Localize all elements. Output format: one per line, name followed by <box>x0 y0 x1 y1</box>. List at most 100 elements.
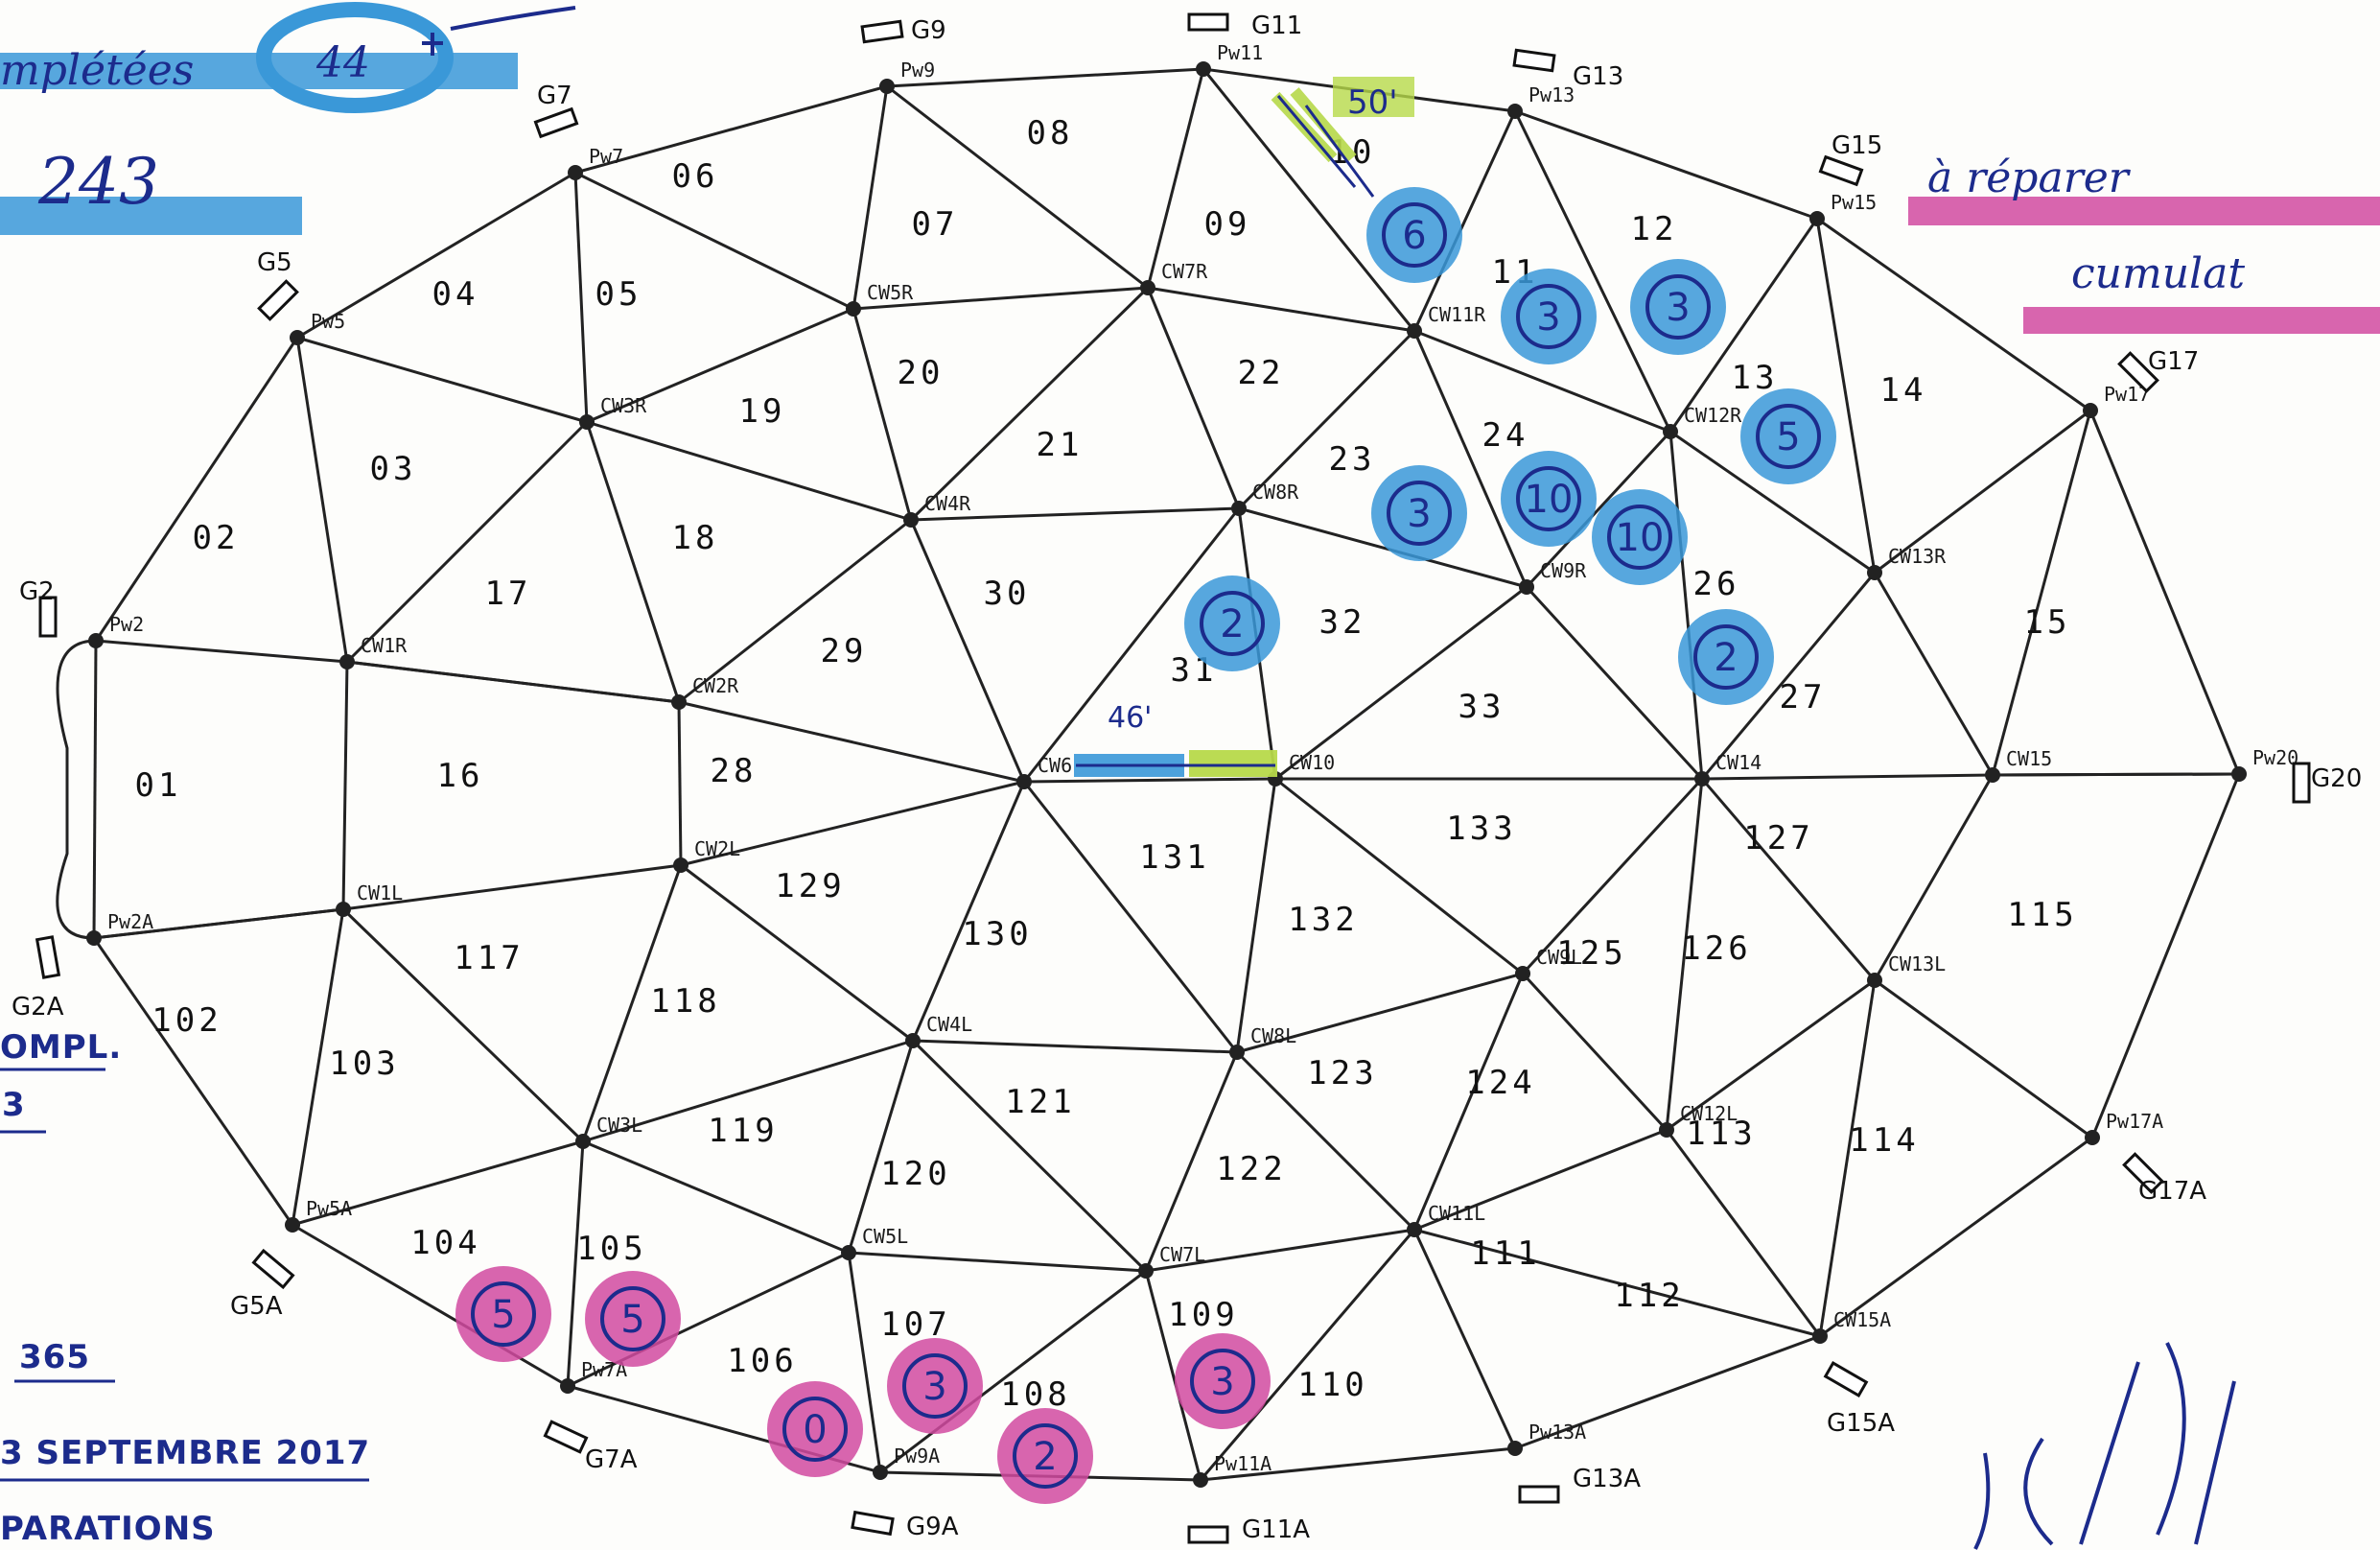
gage-box <box>1823 1361 1869 1397</box>
mesh-node <box>336 902 351 917</box>
mesh-node <box>1515 966 1530 981</box>
node-label: CW13L <box>1888 952 1946 975</box>
triangle-label: 14 <box>1880 371 1927 410</box>
gage-box <box>251 1248 295 1290</box>
mesh-edge <box>677 701 683 866</box>
mesh-edge <box>678 518 912 704</box>
mesh-node <box>879 79 895 94</box>
node-label: Pw7 <box>589 145 623 168</box>
triangle-label: 33 <box>1458 688 1505 726</box>
triangle-label: 105 <box>576 1230 646 1268</box>
mesh-edge <box>2090 773 2241 1139</box>
gage-label: G17 <box>2148 347 2199 376</box>
mesh-node <box>339 654 355 669</box>
mesh-node <box>1140 280 1155 295</box>
mesh-edge <box>911 781 1026 1042</box>
mesh-edge <box>886 67 1204 88</box>
repair-mark: 5 <box>585 1271 681 1367</box>
node-label: CW7R <box>1161 260 1208 283</box>
node-label: CW9L <box>1536 946 1582 969</box>
triangle-label: 127 <box>1743 819 1813 857</box>
triangle-label: 24 <box>1482 416 1529 455</box>
mesh-edge <box>582 1139 850 1255</box>
mesh-node <box>560 1378 575 1394</box>
mesh-edge <box>1873 774 1995 981</box>
node-label: CW6 <box>1038 754 1072 777</box>
mesh-edge <box>292 1139 584 1227</box>
node-label: Pw9 <box>900 59 935 82</box>
mesh-edge <box>1147 286 1415 333</box>
mesh-edge <box>1412 110 1517 332</box>
gage-box <box>2292 762 2311 804</box>
mesh-node <box>903 512 919 528</box>
mesh-node <box>86 930 102 946</box>
measurement-marks <box>1074 77 1414 777</box>
triangle-label: 19 <box>739 392 786 431</box>
triangle-label: 08 <box>1027 114 1074 153</box>
repair-line1: à réparer <box>1927 153 2132 202</box>
mesh-edge <box>1202 68 1416 332</box>
mesh-node <box>1663 424 1678 439</box>
repair-mark: 2 <box>997 1408 1093 1504</box>
mesh-edge <box>1199 1229 1416 1481</box>
repair-highlight <box>1501 269 1597 364</box>
mesh-edge <box>296 171 576 340</box>
gage: G13A <box>1518 1465 1641 1504</box>
mesh-edge <box>1521 972 1668 1132</box>
gages: G9 G11 G13 G7 G15 G5 G17 G2 G20 G2A G17A G5A G15A G7A… <box>12 12 2362 1544</box>
mesh-edge <box>1665 778 1704 1131</box>
mesh-edge <box>678 700 1025 784</box>
mesh-edge <box>1668 431 1704 780</box>
repair-highlight <box>1184 575 1280 671</box>
node-label: CW7L <box>1159 1243 1205 1266</box>
repair-mark: 2 <box>1184 575 1280 671</box>
mesh-edge <box>1521 777 1704 975</box>
mesh-node <box>673 857 688 873</box>
triangle-label: 130 <box>962 915 1032 953</box>
node-label: CW3L <box>596 1114 642 1137</box>
gage-box <box>1818 154 1864 187</box>
repair-highlight <box>1630 259 1726 355</box>
node-label: Pw13A <box>1528 1421 1586 1444</box>
repair-ring <box>1756 404 1821 469</box>
mesh-edge <box>1146 287 1241 509</box>
mesh-edge <box>1236 972 1524 1054</box>
triangle-label: 120 <box>880 1155 950 1193</box>
triangle-labels: 0608070910040512112022192114032423021813… <box>135 114 2074 1414</box>
mesh-edge <box>1700 778 1877 981</box>
gage-box <box>38 596 58 638</box>
mesh-edge <box>1412 1229 1517 1449</box>
triangle-label: 17 <box>485 575 532 613</box>
mesh-edge <box>1200 1446 1516 1482</box>
gage: G2 <box>19 577 58 638</box>
mesh-node <box>1138 1263 1154 1279</box>
mesh-edge <box>341 907 585 1143</box>
node-label: CW8R <box>1252 481 1299 504</box>
triangle-label: 29 <box>821 632 868 670</box>
triangle-label: 23 <box>1329 440 1376 479</box>
repair-ring <box>902 1353 968 1419</box>
repair-count: 10 <box>1525 478 1574 522</box>
mesh-edge <box>566 1140 585 1387</box>
gage-box <box>860 19 904 44</box>
repair-count: 2 <box>1220 602 1244 646</box>
triangle-label: 06 <box>672 157 719 196</box>
node-label: CW1L <box>357 881 403 904</box>
mesh-edge <box>1238 506 1528 589</box>
repair-highlight <box>767 1381 863 1477</box>
repair-ring <box>1693 624 1759 690</box>
node-label: CW13R <box>1888 545 1947 568</box>
triangle-label: 123 <box>1307 1054 1377 1092</box>
repair-count: 0 <box>803 1408 827 1452</box>
repair-count: 3 <box>1210 1360 1234 1404</box>
triangle-label: 22 <box>1238 354 1285 392</box>
mesh-edge <box>1274 585 1528 781</box>
mesh-edge <box>1665 1129 1822 1337</box>
mesh-edge <box>1413 329 1671 434</box>
triangle-label: 18 <box>672 519 719 557</box>
header-highlights <box>0 2 2380 334</box>
repair-ring <box>1645 274 1711 340</box>
repair-count: 3 <box>1407 492 1431 536</box>
